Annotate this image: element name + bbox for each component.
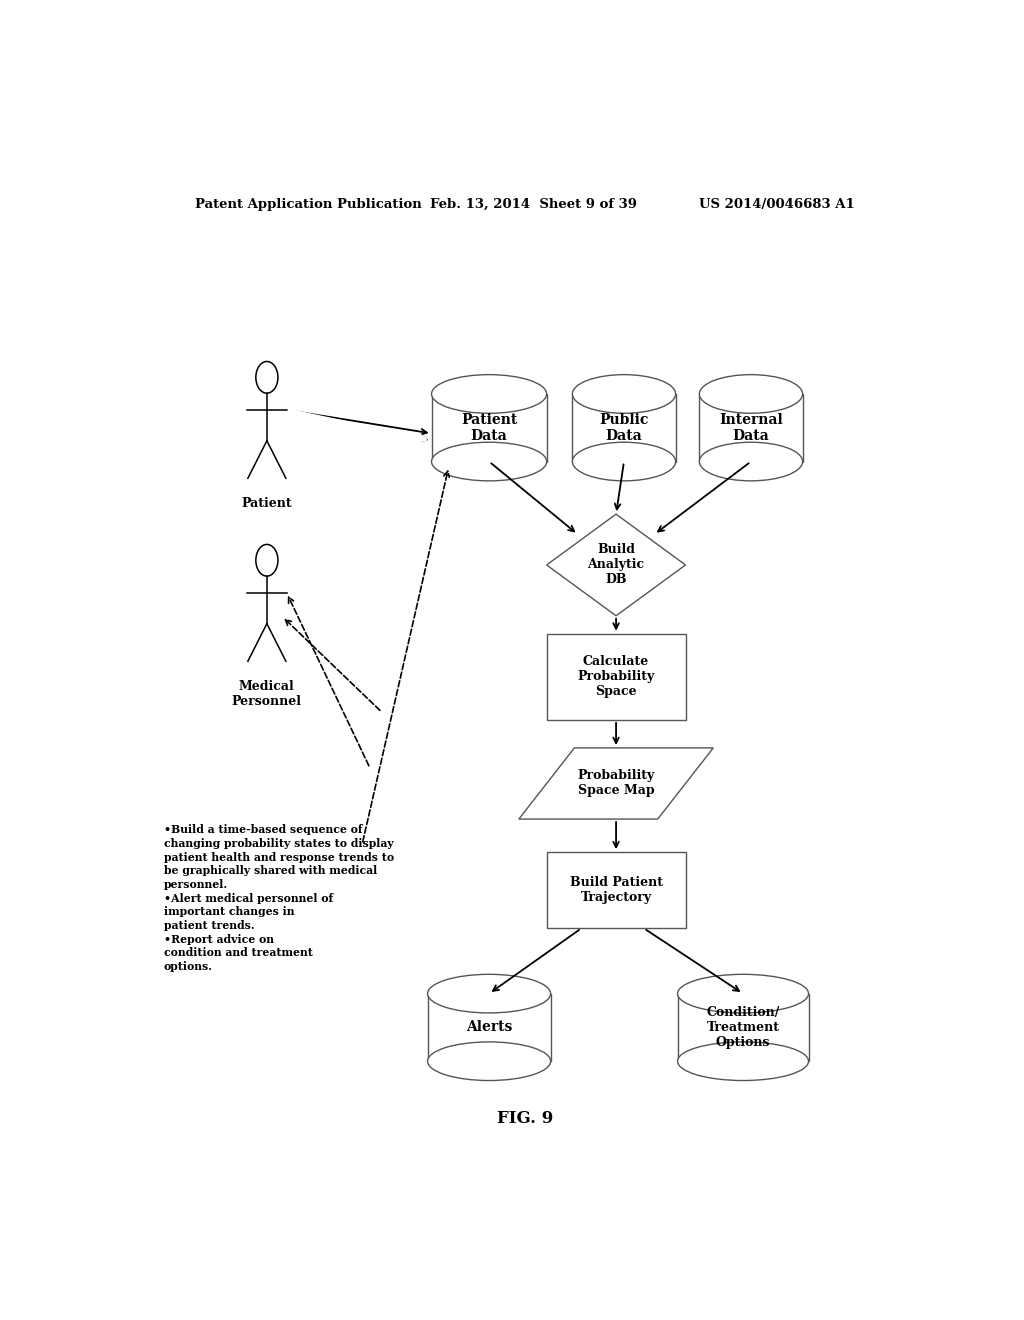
Ellipse shape	[572, 442, 676, 480]
Ellipse shape	[572, 375, 676, 413]
Bar	[547, 853, 685, 928]
Text: Build Patient
Trajectory: Build Patient Trajectory	[569, 876, 663, 904]
Text: US 2014/0046683 A1: US 2014/0046683 A1	[699, 198, 855, 211]
Ellipse shape	[678, 974, 809, 1012]
Text: Medical
Personnel: Medical Personnel	[231, 680, 302, 708]
Polygon shape	[547, 515, 685, 616]
Ellipse shape	[428, 974, 551, 1012]
Text: Probability
Space Map: Probability Space Map	[578, 770, 654, 797]
Bar	[431, 393, 547, 462]
Text: Alerts: Alerts	[466, 1020, 512, 1035]
Ellipse shape	[678, 1041, 809, 1081]
Bar	[547, 634, 685, 719]
Text: Patient: Patient	[242, 496, 292, 510]
Bar	[428, 994, 551, 1061]
Text: Calculate
Probability
Space: Calculate Probability Space	[578, 655, 654, 698]
Ellipse shape	[256, 362, 278, 393]
Ellipse shape	[431, 442, 547, 480]
Text: Feb. 13, 2014  Sheet 9 of 39: Feb. 13, 2014 Sheet 9 of 39	[430, 198, 637, 211]
Polygon shape	[519, 748, 714, 818]
Ellipse shape	[428, 1041, 551, 1081]
Text: Patient
Data: Patient Data	[461, 413, 517, 442]
Bar	[699, 393, 803, 462]
Text: •Build a time-based sequence of
changing probability states to display
patient h: •Build a time-based sequence of changing…	[164, 824, 394, 972]
Ellipse shape	[431, 375, 547, 413]
Text: Internal
Data: Internal Data	[719, 413, 783, 442]
Text: Build
Analytic
DB: Build Analytic DB	[588, 544, 645, 586]
Ellipse shape	[699, 375, 803, 413]
Bar	[572, 393, 676, 462]
Ellipse shape	[699, 442, 803, 480]
Ellipse shape	[256, 544, 278, 576]
Text: Public
Data: Public Data	[599, 413, 648, 442]
Text: Patent Application Publication: Patent Application Publication	[196, 198, 422, 211]
Text: FIG. 9: FIG. 9	[497, 1110, 553, 1127]
Bar	[678, 994, 809, 1061]
Text: Condition/
Treatment
Options: Condition/ Treatment Options	[707, 1006, 779, 1049]
